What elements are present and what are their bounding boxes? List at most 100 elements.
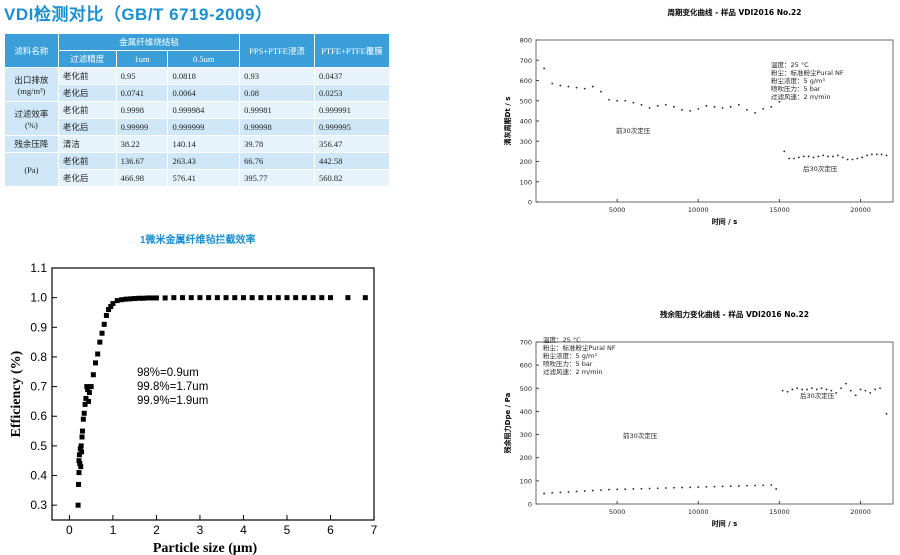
x-tick-label: 2 (153, 523, 160, 537)
y-axis-label: Efficiency (%) (9, 350, 24, 437)
data-point (793, 157, 795, 160)
efficiency-chart-title: 1微米金属纤维毡拦截效率 (140, 235, 256, 246)
legend-entry: 过滤风速：2 m/min (543, 367, 602, 376)
y-tick-label: 100 (520, 178, 532, 186)
x-tick-label: 10000 (688, 508, 709, 516)
data-point (705, 104, 708, 107)
data-point (86, 390, 92, 396)
header-material: 滤料名称 (4, 33, 59, 68)
data-point (871, 153, 873, 156)
data-point (781, 389, 784, 392)
row-group-unit: (%) (25, 119, 38, 130)
y-tick-label: 500 (520, 97, 532, 105)
x-tick-label: 20000 (850, 508, 871, 516)
row-group-label: (Pa) (4, 152, 59, 187)
data-point (93, 360, 99, 366)
data-point (648, 106, 651, 109)
table-cell: 560.82 (314, 169, 390, 187)
data-point (640, 103, 643, 106)
data-point (293, 295, 299, 301)
y-tick-label: 600 (520, 77, 532, 85)
data-point (778, 100, 781, 103)
data-point (85, 387, 91, 393)
header-precision: 过滤精度 (57, 50, 117, 68)
data-point (362, 295, 368, 301)
row-group-label: 残余压降 (4, 135, 59, 153)
annotation: 前30次定压 (623, 431, 658, 440)
data-point (275, 295, 281, 301)
data-point (721, 106, 724, 109)
data-point (551, 82, 554, 85)
data-point (851, 158, 854, 161)
y-tick-label: 100 (520, 477, 532, 485)
header-1um: 1um (115, 50, 169, 68)
legend-entry: 粉尘浓度：5 g/m³ (771, 76, 825, 85)
y-tick-label: 0 (528, 501, 532, 509)
data-point (840, 387, 842, 390)
table-row: 老化后 0.99999 0.999999 0.99998 0.999995 (5, 118, 390, 136)
y-tick-label: 300 (520, 431, 532, 439)
x-tick-label: 1 (110, 523, 117, 537)
table-cell: 0.08 (239, 84, 315, 102)
data-point (559, 491, 562, 494)
y-tick-label: 200 (520, 158, 532, 166)
data-point (648, 487, 651, 490)
data-point (78, 464, 84, 470)
table-cell: 0.99998 (239, 118, 315, 136)
y-tick-label: 0 (528, 199, 532, 207)
data-point (119, 297, 125, 303)
data-point (145, 295, 151, 301)
table-cell: 38.22 (115, 135, 169, 153)
table-row: 残余压降 清洁 38.22 140.14 39.78 356.47 (4, 135, 390, 153)
plot-frame (51, 267, 375, 521)
table-cell: 442.58 (314, 152, 390, 170)
data-point (240, 295, 246, 301)
table-cell: 356.47 (314, 135, 390, 153)
data-point (583, 87, 586, 90)
table-cell: 老化前 (57, 67, 117, 85)
data-point (673, 105, 675, 108)
data-point (97, 339, 103, 345)
data-point (76, 470, 82, 476)
data-point (713, 485, 716, 488)
x-axis-label: 时间 / s (712, 217, 738, 226)
table-cell: 0.999999 (167, 118, 241, 136)
data-point (754, 112, 756, 114)
data-point (140, 295, 146, 301)
data-point (79, 434, 85, 440)
data-point (575, 490, 578, 493)
data-point (689, 486, 692, 489)
efficiency-chart: 0 1 2 3 4 5 6 7 0.3 0.4 0.5 0.6 0.7 0.8 0.9 1.0 1.1 98%=0… (9, 261, 378, 555)
data-point (721, 485, 724, 488)
y-tick-label: 0.6 (30, 409, 47, 423)
data-point (345, 295, 351, 301)
table-cell: 466.98 (115, 169, 169, 187)
data-point (106, 307, 112, 313)
row-group-unit: (mg/m³) (17, 85, 46, 96)
table-row: 老化后 466.98 576.41 395.77 560.82 (5, 169, 390, 187)
legend-entry: 过滤风速：2 m/min (771, 92, 830, 101)
data-point (76, 452, 82, 458)
annotation: 98%=0.9um (137, 367, 199, 379)
data-point (301, 295, 307, 301)
header-metal-felt: 金属纤维烧结毡 (57, 33, 241, 51)
comparison-table: 滤料名称 金属纤维烧结毡 PPS+PTFE浸渍 PTFE+PTFE覆膜 过滤精度… (4, 33, 390, 187)
x-tick-label: 5000 (609, 508, 626, 516)
x-tick-label: 5 (284, 523, 291, 537)
x-tick-label: 15000 (769, 508, 790, 516)
table-cell: 39.78 (239, 135, 315, 153)
legend-entry: 温度：25 °C (543, 335, 581, 344)
data-point (869, 392, 872, 394)
y-tick-label: 400 (520, 408, 532, 416)
data-point (171, 295, 177, 301)
data-point (836, 154, 839, 157)
row-group-label: 出口排放 (mg/m³) (4, 67, 59, 102)
data-point (783, 150, 786, 153)
data-point (673, 486, 675, 489)
data-point (737, 103, 740, 106)
table-cell: 0.999991 (314, 101, 390, 119)
data-point (86, 398, 92, 404)
data-point (616, 99, 619, 102)
